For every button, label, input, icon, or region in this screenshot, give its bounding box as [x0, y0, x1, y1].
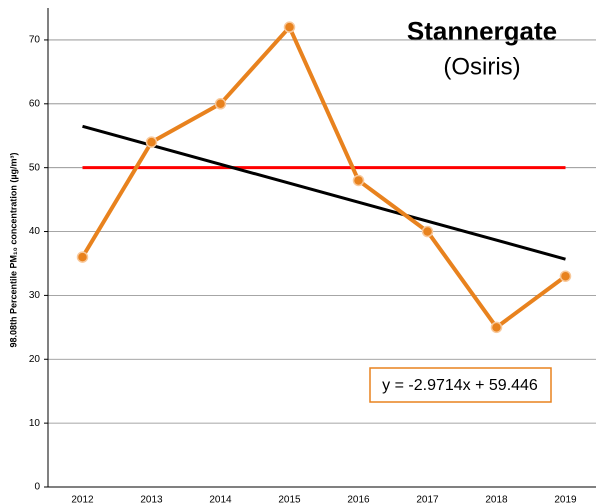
x-tick-label: 2017 [416, 495, 439, 504]
x-tick-label: 2015 [278, 495, 301, 504]
x-tick-label: 2013 [140, 495, 163, 504]
x-tick-label: 2019 [554, 495, 577, 504]
y-tick-label: 10 [29, 418, 41, 429]
data-point [214, 98, 227, 110]
chart-subtitle: (Osiris) [443, 53, 520, 80]
x-tick-label: 2016 [347, 495, 370, 504]
chart-title: Stannergate [407, 16, 557, 46]
x-tick-label: 2018 [485, 495, 508, 504]
data-point [145, 136, 158, 148]
y-tick-label: 20 [29, 354, 41, 365]
data-point [283, 21, 296, 33]
data-point [76, 251, 89, 263]
x-tick-label: 2012 [71, 495, 94, 504]
data-point [352, 174, 365, 187]
y-tick-label: 0 [34, 482, 40, 493]
data-point [490, 321, 503, 334]
y-axis-label: 98.08th Percentile PM₁₀ concentration (µ… [8, 152, 18, 347]
x-tick-label: 2014 [209, 495, 232, 504]
data-point [421, 225, 434, 238]
equation-box [369, 367, 552, 403]
y-tick-label: 40 [29, 226, 41, 237]
trendline [82, 124, 566, 261]
y-tick-label: 50 [29, 162, 41, 173]
y-tick-label: 70 [29, 35, 41, 46]
data-line [80, 25, 567, 330]
data-point [559, 270, 572, 282]
y-tick-label: 30 [29, 290, 41, 301]
y-tick-label: 60 [29, 98, 41, 109]
equation-label: y = -2.9714x + 59.446 [382, 377, 538, 394]
